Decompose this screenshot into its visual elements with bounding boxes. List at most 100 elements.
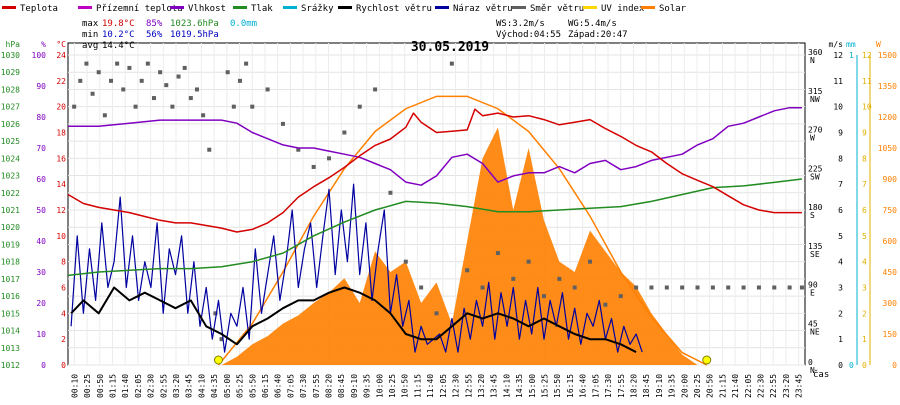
temperature-axis-tick: 22 <box>56 77 66 86</box>
pressure-axis-tick: 1024 <box>1 154 20 163</box>
wind-direction-point <box>90 91 95 96</box>
pressure-line <box>67 178 802 277</box>
wind-direction-point <box>115 61 120 66</box>
pressure-axis-tick: 1025 <box>1 137 20 146</box>
time-tick: 02:30 <box>147 374 156 398</box>
uv-axis-tick: 4 <box>862 258 867 267</box>
rain-axis-tick: 0 <box>849 361 854 370</box>
wind-direction-point <box>280 121 285 126</box>
direction-axis-label: S <box>810 211 815 220</box>
humidity-axis-tick: 30 <box>36 268 46 277</box>
stat-max-label: max <box>82 19 99 29</box>
time-tick: 10:25 <box>388 374 397 398</box>
wind-speed-axis-tick: 2 <box>838 309 843 318</box>
uv-axis-tick: 10 <box>862 103 872 112</box>
wind-speed-axis-unit: m/s <box>829 40 844 49</box>
temperature-axis-tick: 18 <box>56 129 66 138</box>
stat-sunset: Západ:20:47 <box>568 30 628 40</box>
solar-axis-tick: 0 <box>892 361 897 370</box>
solar-axis-tick: 150 <box>883 330 898 339</box>
time-tick: 14:10 <box>502 374 511 398</box>
solar-axis-tick: 900 <box>883 175 898 184</box>
wind-speed-axis-tick: 11 <box>833 77 843 86</box>
temperature-axis-tick: 24 <box>56 51 66 60</box>
wind-speed-axis-tick: 7 <box>838 180 843 189</box>
wind-direction-point <box>296 147 301 152</box>
solar-axis-tick: 750 <box>883 206 898 215</box>
legend-swatch <box>233 6 247 9</box>
time-tick: 03:20 <box>172 374 181 398</box>
solar-axis-tick: 1500 <box>878 51 897 60</box>
time-tick: 13:20 <box>477 374 486 398</box>
legend-swatch <box>338 6 352 9</box>
time-tick: 08:45 <box>337 374 346 398</box>
humidity-axis-tick: 70 <box>36 144 46 153</box>
humidity-axis-tick: 100 <box>32 51 47 60</box>
temperature-axis-tick: 20 <box>56 103 66 112</box>
wind-direction-point <box>388 190 393 195</box>
time-tick: 12:30 <box>452 374 461 398</box>
time-tick: 17:30 <box>604 374 613 398</box>
wind-direction-point <box>787 285 792 290</box>
uv-axis-tick: 3 <box>862 284 867 293</box>
wind-speed-axis-tick: 0 <box>838 361 843 370</box>
time-tick: 17:05 <box>591 374 600 398</box>
wind-direction-point <box>133 104 138 109</box>
time-tick: 06:40 <box>274 374 283 398</box>
pressure-axis-tick: 1015 <box>1 309 20 318</box>
time-tick: 05:00 <box>223 374 232 398</box>
direction-axis-degree: 0 <box>808 358 813 367</box>
wind-direction-point <box>465 268 470 273</box>
stat-max-hum: 85% <box>146 19 163 29</box>
wind-direction-point <box>799 285 804 290</box>
wind-direction-point <box>121 87 126 92</box>
wind-direction-point <box>237 78 242 83</box>
wind-direction-point <box>213 311 218 316</box>
wind-speed-axis-tick: 12 <box>833 51 843 60</box>
pressure-axis-unit: hPa <box>6 40 21 49</box>
wind-direction-point <box>250 104 255 109</box>
time-tick: 08:20 <box>324 374 333 398</box>
temperature-axis-tick: 4 <box>61 309 66 318</box>
time-axis-label: čas <box>813 369 829 380</box>
time-tick: 15:50 <box>553 374 562 398</box>
legend-label: UV index <box>601 4 645 14</box>
time-tick: 00:25 <box>83 374 92 398</box>
wind-direction-point <box>557 276 562 281</box>
solar-axis-tick: 600 <box>883 237 898 246</box>
stat-max-press: 1023.6hPa <box>170 19 219 29</box>
wind-direction-point <box>756 285 761 290</box>
wind-direction-point <box>96 70 101 75</box>
solar-axis-tick: 300 <box>883 299 898 308</box>
stat-sunrise: Východ:04:55 <box>496 30 561 40</box>
wind-direction-point <box>373 87 378 92</box>
uv-axis-tick: 7 <box>862 180 867 189</box>
wind-direction-point <box>225 70 230 75</box>
wind-direction-point <box>741 285 746 290</box>
uv-axis-tick: 8 <box>862 154 867 163</box>
pressure-axis-tick: 1014 <box>1 327 20 336</box>
direction-axis-label: E <box>810 289 815 298</box>
time-tick: 22:30 <box>757 374 766 398</box>
time-tick: 22:05 <box>744 374 753 398</box>
time-tick: 17:55 <box>617 374 626 398</box>
stat-max-temp: 19.8°C <box>102 19 135 29</box>
solar-axis-tick: 1200 <box>878 113 897 122</box>
time-tick: 03:45 <box>185 374 194 398</box>
uv-axis-tick: 11 <box>862 77 872 86</box>
solar-axis-tick: 450 <box>883 268 898 277</box>
direction-axis-degree: 135 <box>808 242 823 251</box>
pressure-axis-tick: 1022 <box>1 189 20 198</box>
legend-label: Náraz větru <box>453 4 513 14</box>
wind-speed-axis-tick: 4 <box>838 258 843 267</box>
pressure-axis-tick: 1013 <box>1 344 20 353</box>
humidity-axis-tick: 10 <box>36 330 46 339</box>
pressure-axis-tick: 1020 <box>1 223 20 232</box>
solar-axis-tick: 1350 <box>878 82 897 91</box>
direction-axis-label: NW <box>810 95 820 104</box>
pressure-axis-tick: 1026 <box>1 120 20 129</box>
stat-min-temp: 10.2°C <box>102 30 135 40</box>
uv-axis-tick: 2 <box>862 309 867 318</box>
time-tick: 00:10 <box>70 374 79 398</box>
